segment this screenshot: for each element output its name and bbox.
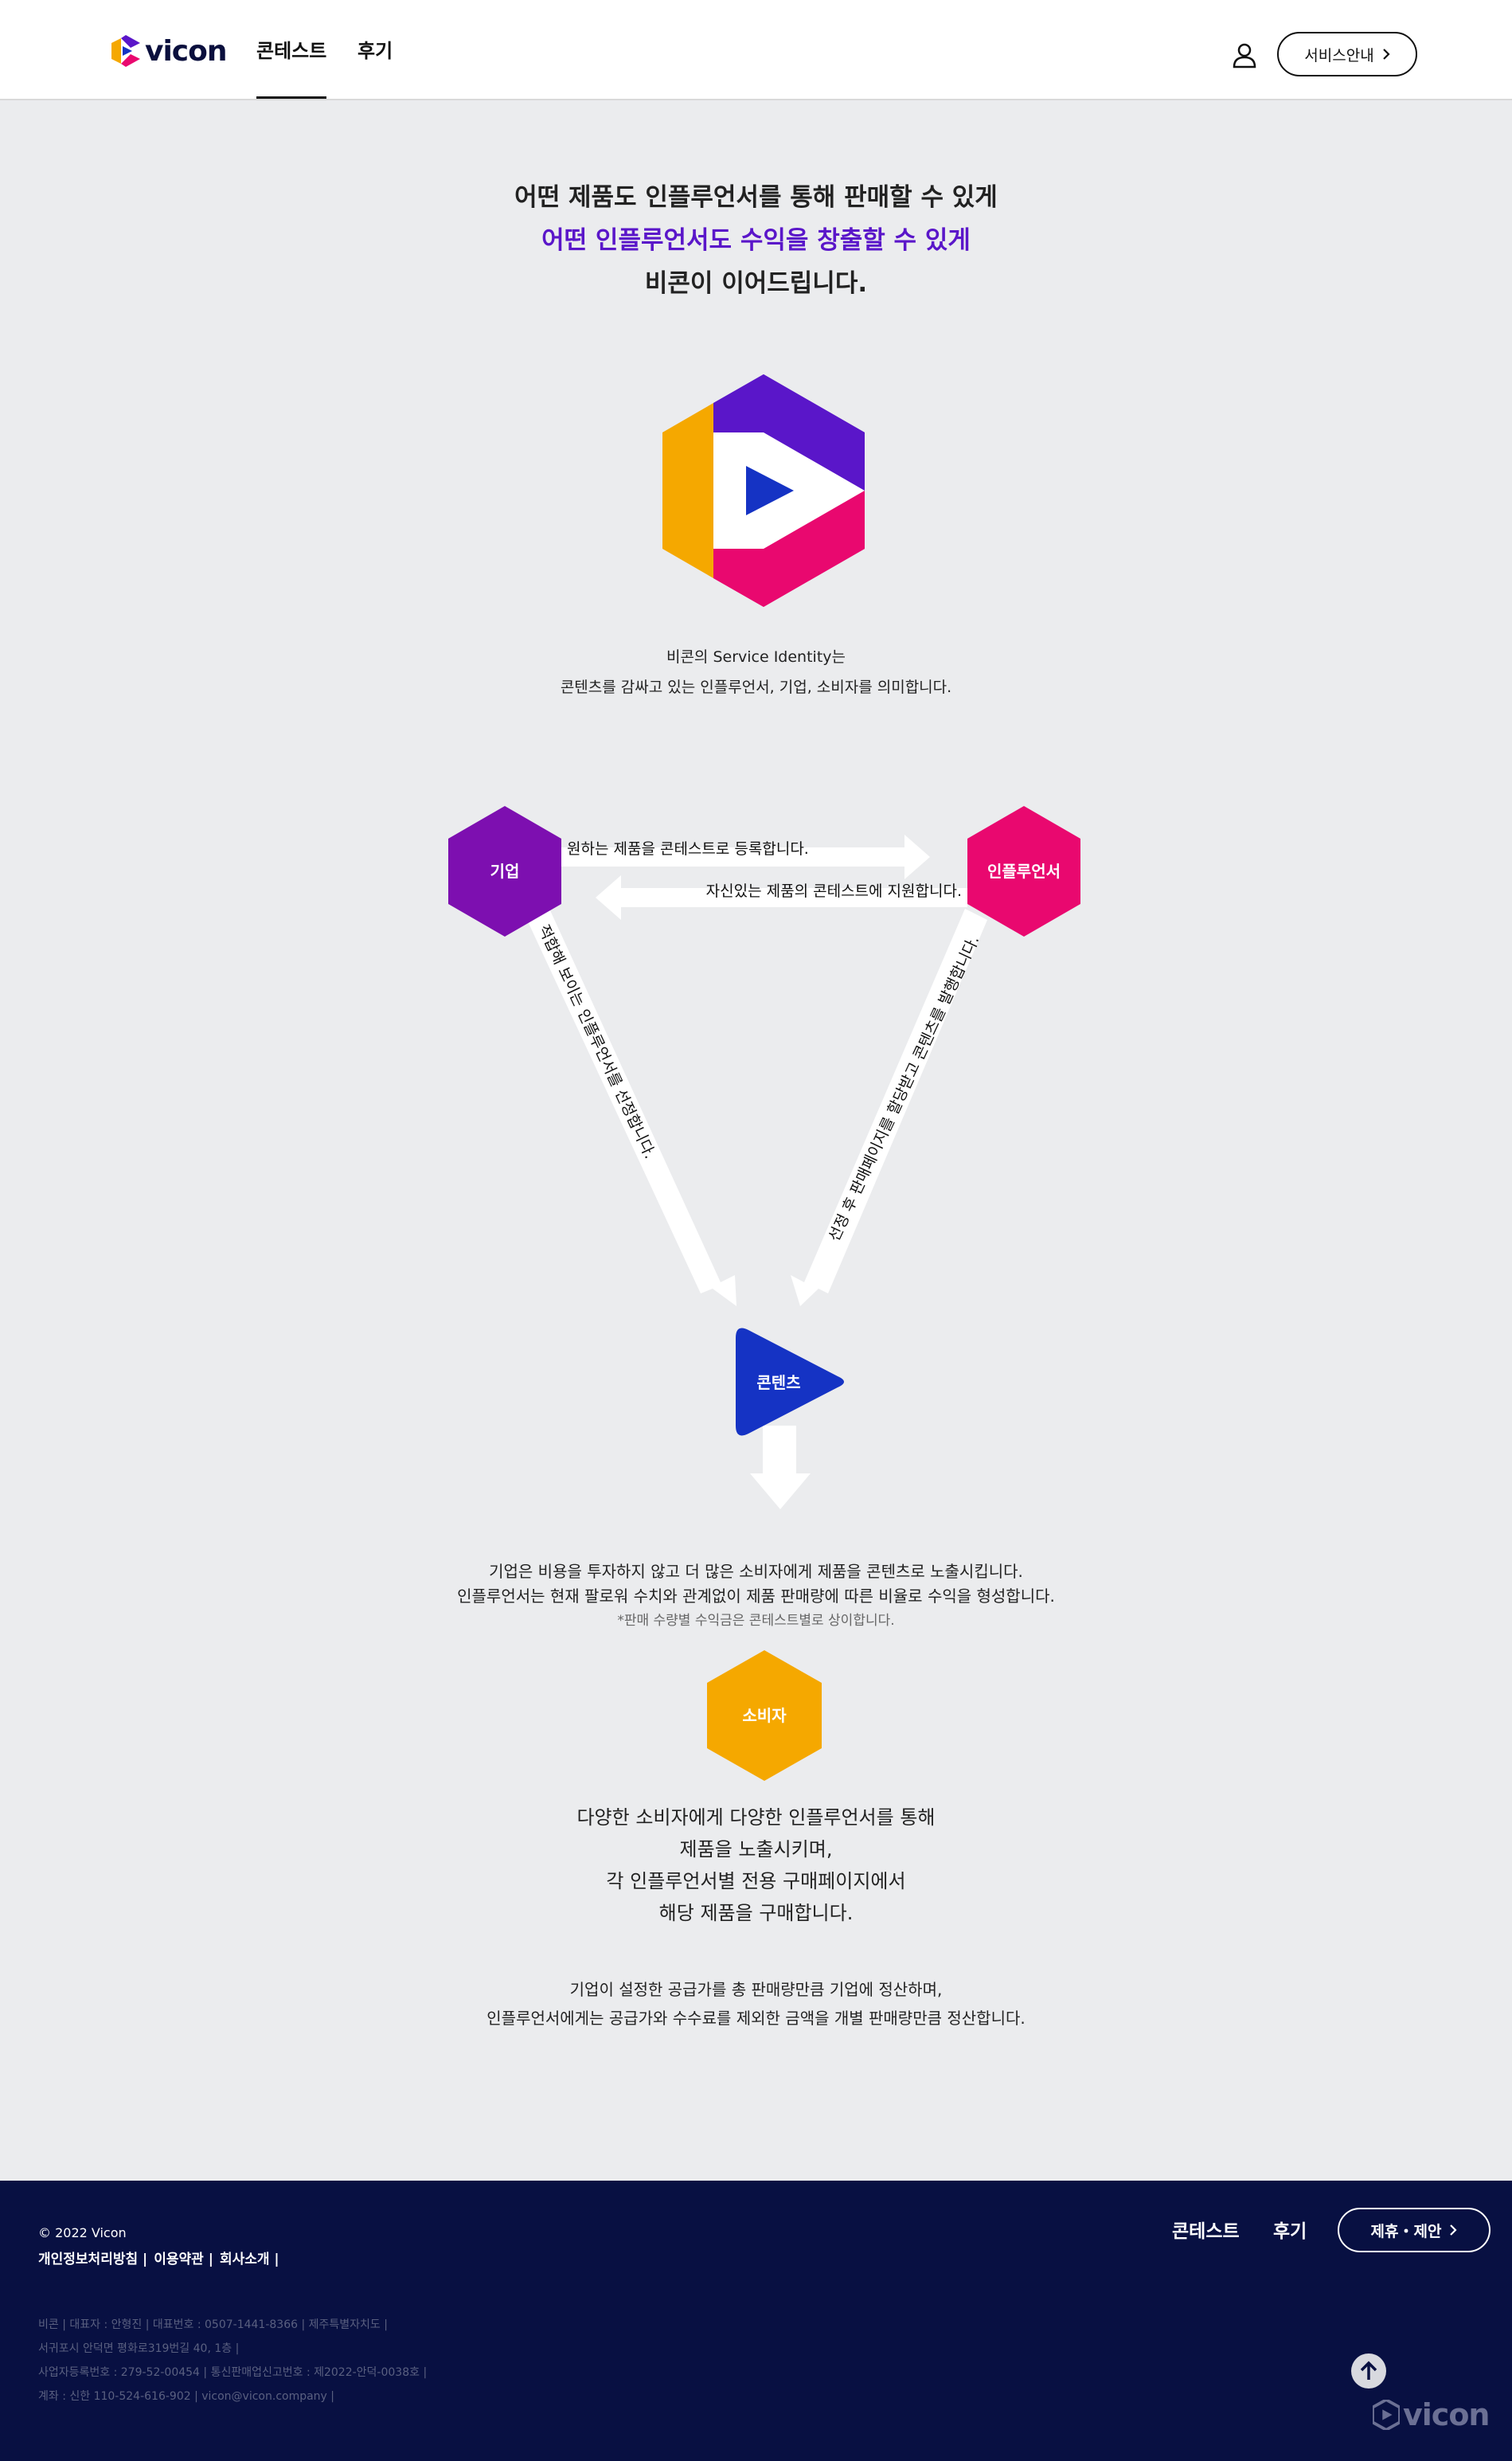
arrow-apply bbox=[596, 875, 967, 920]
privacy-policy-link[interactable]: 개인정보처리방침 | bbox=[38, 2252, 148, 2267]
vicon-logo[interactable]: vicon bbox=[111, 34, 228, 68]
footer-links: 개인정보처리방침 | 이용약관 | 회사소개 | bbox=[38, 2248, 286, 2267]
partnership-label: 제휴・제안 bbox=[1370, 2222, 1442, 2240]
chevron-right-icon bbox=[1382, 49, 1390, 60]
settlement-line-1: 기업이 설정한 공급가를 총 판매량만큼 기업에 정산하며, bbox=[569, 1980, 943, 1999]
footer-nav-contest[interactable]: 콘테스트 bbox=[1172, 2221, 1240, 2242]
vicon-logo-icon bbox=[1373, 2400, 1400, 2430]
content-desc-note: *판매 수량별 수익금은 콘테스트별로 상이합니다. bbox=[617, 1613, 895, 1629]
intro-line-2: 어떤 인플루언서도 수익을 창출할 수 있게 bbox=[541, 226, 971, 255]
vicon-hexagon-logo bbox=[662, 374, 865, 607]
arrow-publish bbox=[791, 909, 987, 1306]
arrow-down bbox=[750, 1426, 811, 1509]
user-icon[interactable] bbox=[1231, 41, 1258, 68]
intro-line-3: 비콘이 이어드립니다. bbox=[644, 269, 868, 298]
copyright: © 2022 Vicon bbox=[38, 2225, 127, 2240]
vicon-logo-icon bbox=[111, 35, 140, 67]
chevron-right-icon bbox=[1450, 2224, 1458, 2236]
content-desc-line-2: 인플루언서는 현재 팔로워 수치와 관계없이 제품 판매량에 따른 비율로 수익… bbox=[457, 1587, 1055, 1606]
scroll-top-icon[interactable] bbox=[1350, 2352, 1388, 2390]
partnership-button[interactable]: 제휴・제안 bbox=[1338, 2208, 1491, 2252]
influencer-hexagon: 인플루언서 bbox=[967, 806, 1080, 937]
content-label: 콘텐츠 bbox=[756, 1373, 800, 1392]
intro-line-1: 어떤 제품도 인플루언서를 통해 판매할 수 있게 bbox=[514, 183, 998, 212]
logo-text: vicon bbox=[145, 34, 228, 68]
nav-contest[interactable]: 콘테스트 bbox=[256, 35, 327, 99]
consumer-hexagon: 소비자 bbox=[707, 1650, 822, 1781]
arrow-select bbox=[527, 909, 736, 1306]
arrow-register-label: 원하는 제품을 콘테스트로 등록합니다. bbox=[567, 840, 809, 858]
arrow-select-label: 적합해 보이는 인플루언서를 선정합니다. bbox=[534, 922, 658, 1162]
company-info-line-2: 서귀포시 안덕면 평화로319번길 40, 1층 | bbox=[38, 2342, 240, 2355]
consumer-desc-line-4: 해당 제품을 구매합니다. bbox=[658, 1902, 854, 1924]
consumer-label: 소비자 bbox=[742, 1706, 787, 1725]
arrow-publish-label: 선정 후 판매페이지를 할당받고 콘텐츠를 발행합니다. bbox=[826, 933, 983, 1244]
company-info-line-3: 사업자등록번호 : 279-52-00454 | 통신판매업신고번호 : 제20… bbox=[38, 2366, 428, 2379]
company-hexagon: 기업 bbox=[448, 806, 561, 937]
consumer-desc-line-3: 각 인플루언서별 전용 구매페이지에서 bbox=[606, 1870, 906, 1892]
content-play: 콘텐츠 bbox=[736, 1328, 844, 1436]
service-guide-button[interactable]: 서비스안내 bbox=[1277, 32, 1417, 76]
influencer-label: 인플루언서 bbox=[987, 862, 1061, 881]
service-guide-label: 서비스안내 bbox=[1304, 46, 1374, 65]
site-header: vicon 콘테스트 후기 서비스안내 bbox=[0, 0, 1512, 100]
arrow-apply-label: 자신있는 제품의 콘테스트에 지원합니다. bbox=[706, 882, 962, 900]
consumer-desc-line-2: 제품을 노출시키며, bbox=[679, 1838, 833, 1860]
consumer-desc-line-1: 다양한 소비자에게 다양한 인플루언서를 통해 bbox=[576, 1806, 936, 1829]
company-info-line-1: 비콘 | 대표자 : 안형진 | 대표번호 : 0507-1441-8366 |… bbox=[38, 2318, 388, 2331]
site-footer: © 2022 Vicon 개인정보처리방침 | 이용약관 | 회사소개 | 콘테… bbox=[0, 2181, 1512, 2461]
arrow-register bbox=[561, 835, 930, 879]
terms-link[interactable]: 이용약관 | bbox=[154, 2252, 213, 2267]
company-label: 기업 bbox=[490, 862, 520, 881]
footer-nav-review[interactable]: 후기 bbox=[1273, 2221, 1307, 2242]
company-intro-link[interactable]: 회사소개 | bbox=[219, 2252, 279, 2267]
nav-review[interactable]: 후기 bbox=[357, 40, 393, 62]
footer-logo-text: vicon bbox=[1403, 2397, 1490, 2432]
identity-line-2: 콘텐츠를 감싸고 있는 인플루언서, 기업, 소비자를 의미합니다. bbox=[560, 679, 952, 696]
service-flow-diagram: 기업 인플루언서 콘텐츠 원하는 제품을 콘테스트로 등록합니다. 자신있는 제… bbox=[448, 806, 1080, 1509]
company-info-line-4: 계좌 : 신한 110-524-616-902 | vicon@vicon.co… bbox=[38, 2390, 335, 2403]
footer-vicon-logo: vicon bbox=[1373, 2397, 1490, 2432]
content-desc-line-1: 기업은 비용을 투자하지 않고 더 많은 소비자에게 제품을 콘텐츠로 노출시킵… bbox=[489, 1562, 1023, 1581]
settlement-line-2: 인플루언서에게는 공급가와 수수료를 제외한 금액을 개별 판매량만큼 정산합니… bbox=[486, 2009, 1026, 2028]
identity-line-1: 비콘의 Service Identity는 bbox=[666, 648, 846, 666]
